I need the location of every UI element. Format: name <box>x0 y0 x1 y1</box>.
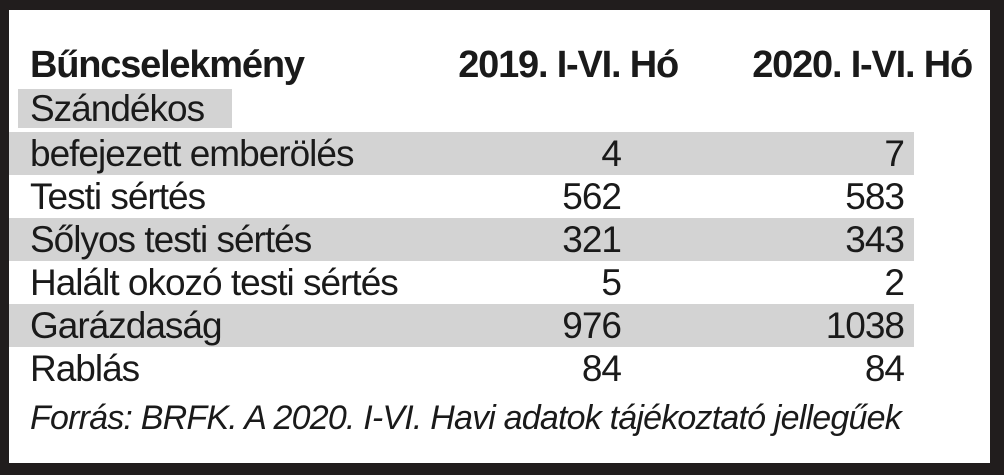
value-2019: 562 <box>562 176 622 217</box>
value-2020: 1038 <box>825 305 905 346</box>
row-label: Sőlyos testi sértés <box>30 219 312 260</box>
column-header-2019: 2019. I-VI. Hó <box>458 44 679 86</box>
value-2019: 4 <box>601 133 622 174</box>
value-2020: 343 <box>845 219 905 260</box>
value-2019: 321 <box>562 219 622 260</box>
value-2020: 583 <box>845 176 905 217</box>
row-label: befejezett emberölés <box>30 133 354 174</box>
table-header-row: Bűncselekmény 2019. I-VI. Hó 2020. I-VI.… <box>9 10 990 89</box>
value-2020: 84 <box>864 348 905 389</box>
table-row: Testi sértés 562 583 <box>9 175 914 218</box>
table-row: Halált okozó testi sértés 5 2 <box>9 261 914 304</box>
row-label: Garázdaság <box>30 305 223 346</box>
statistics-table: Bűncselekmény 2019. I-VI. Hó 2020. I-VI.… <box>9 10 990 463</box>
value-2020: 2 <box>884 262 905 303</box>
section-row: Szándékos <box>9 89 990 132</box>
row-label: Testi sértés <box>30 176 206 217</box>
value-2020: 7 <box>884 133 905 174</box>
column-header-crime: Bűncselekmény <box>30 44 305 86</box>
column-header-2020: 2020. I-VI. Hó <box>752 44 973 86</box>
row-label: Halált okozó testi sértés <box>30 262 399 303</box>
table-row: Garázdaság 976 1038 <box>9 304 914 347</box>
value-2019: 5 <box>601 262 622 303</box>
table-row: befejezett emberölés 4 7 <box>9 132 914 175</box>
value-2019: 976 <box>562 305 622 346</box>
section-label: Szándékos <box>18 89 233 128</box>
source-note: Forrás: BRFK. A 2020. I-VI. Havi adatok … <box>30 399 902 437</box>
table-row: Sőlyos testi sértés 321 343 <box>9 218 914 261</box>
row-label: Rablás <box>30 348 140 389</box>
table-row: Rablás 84 84 <box>9 347 914 390</box>
value-2019: 84 <box>581 348 622 389</box>
